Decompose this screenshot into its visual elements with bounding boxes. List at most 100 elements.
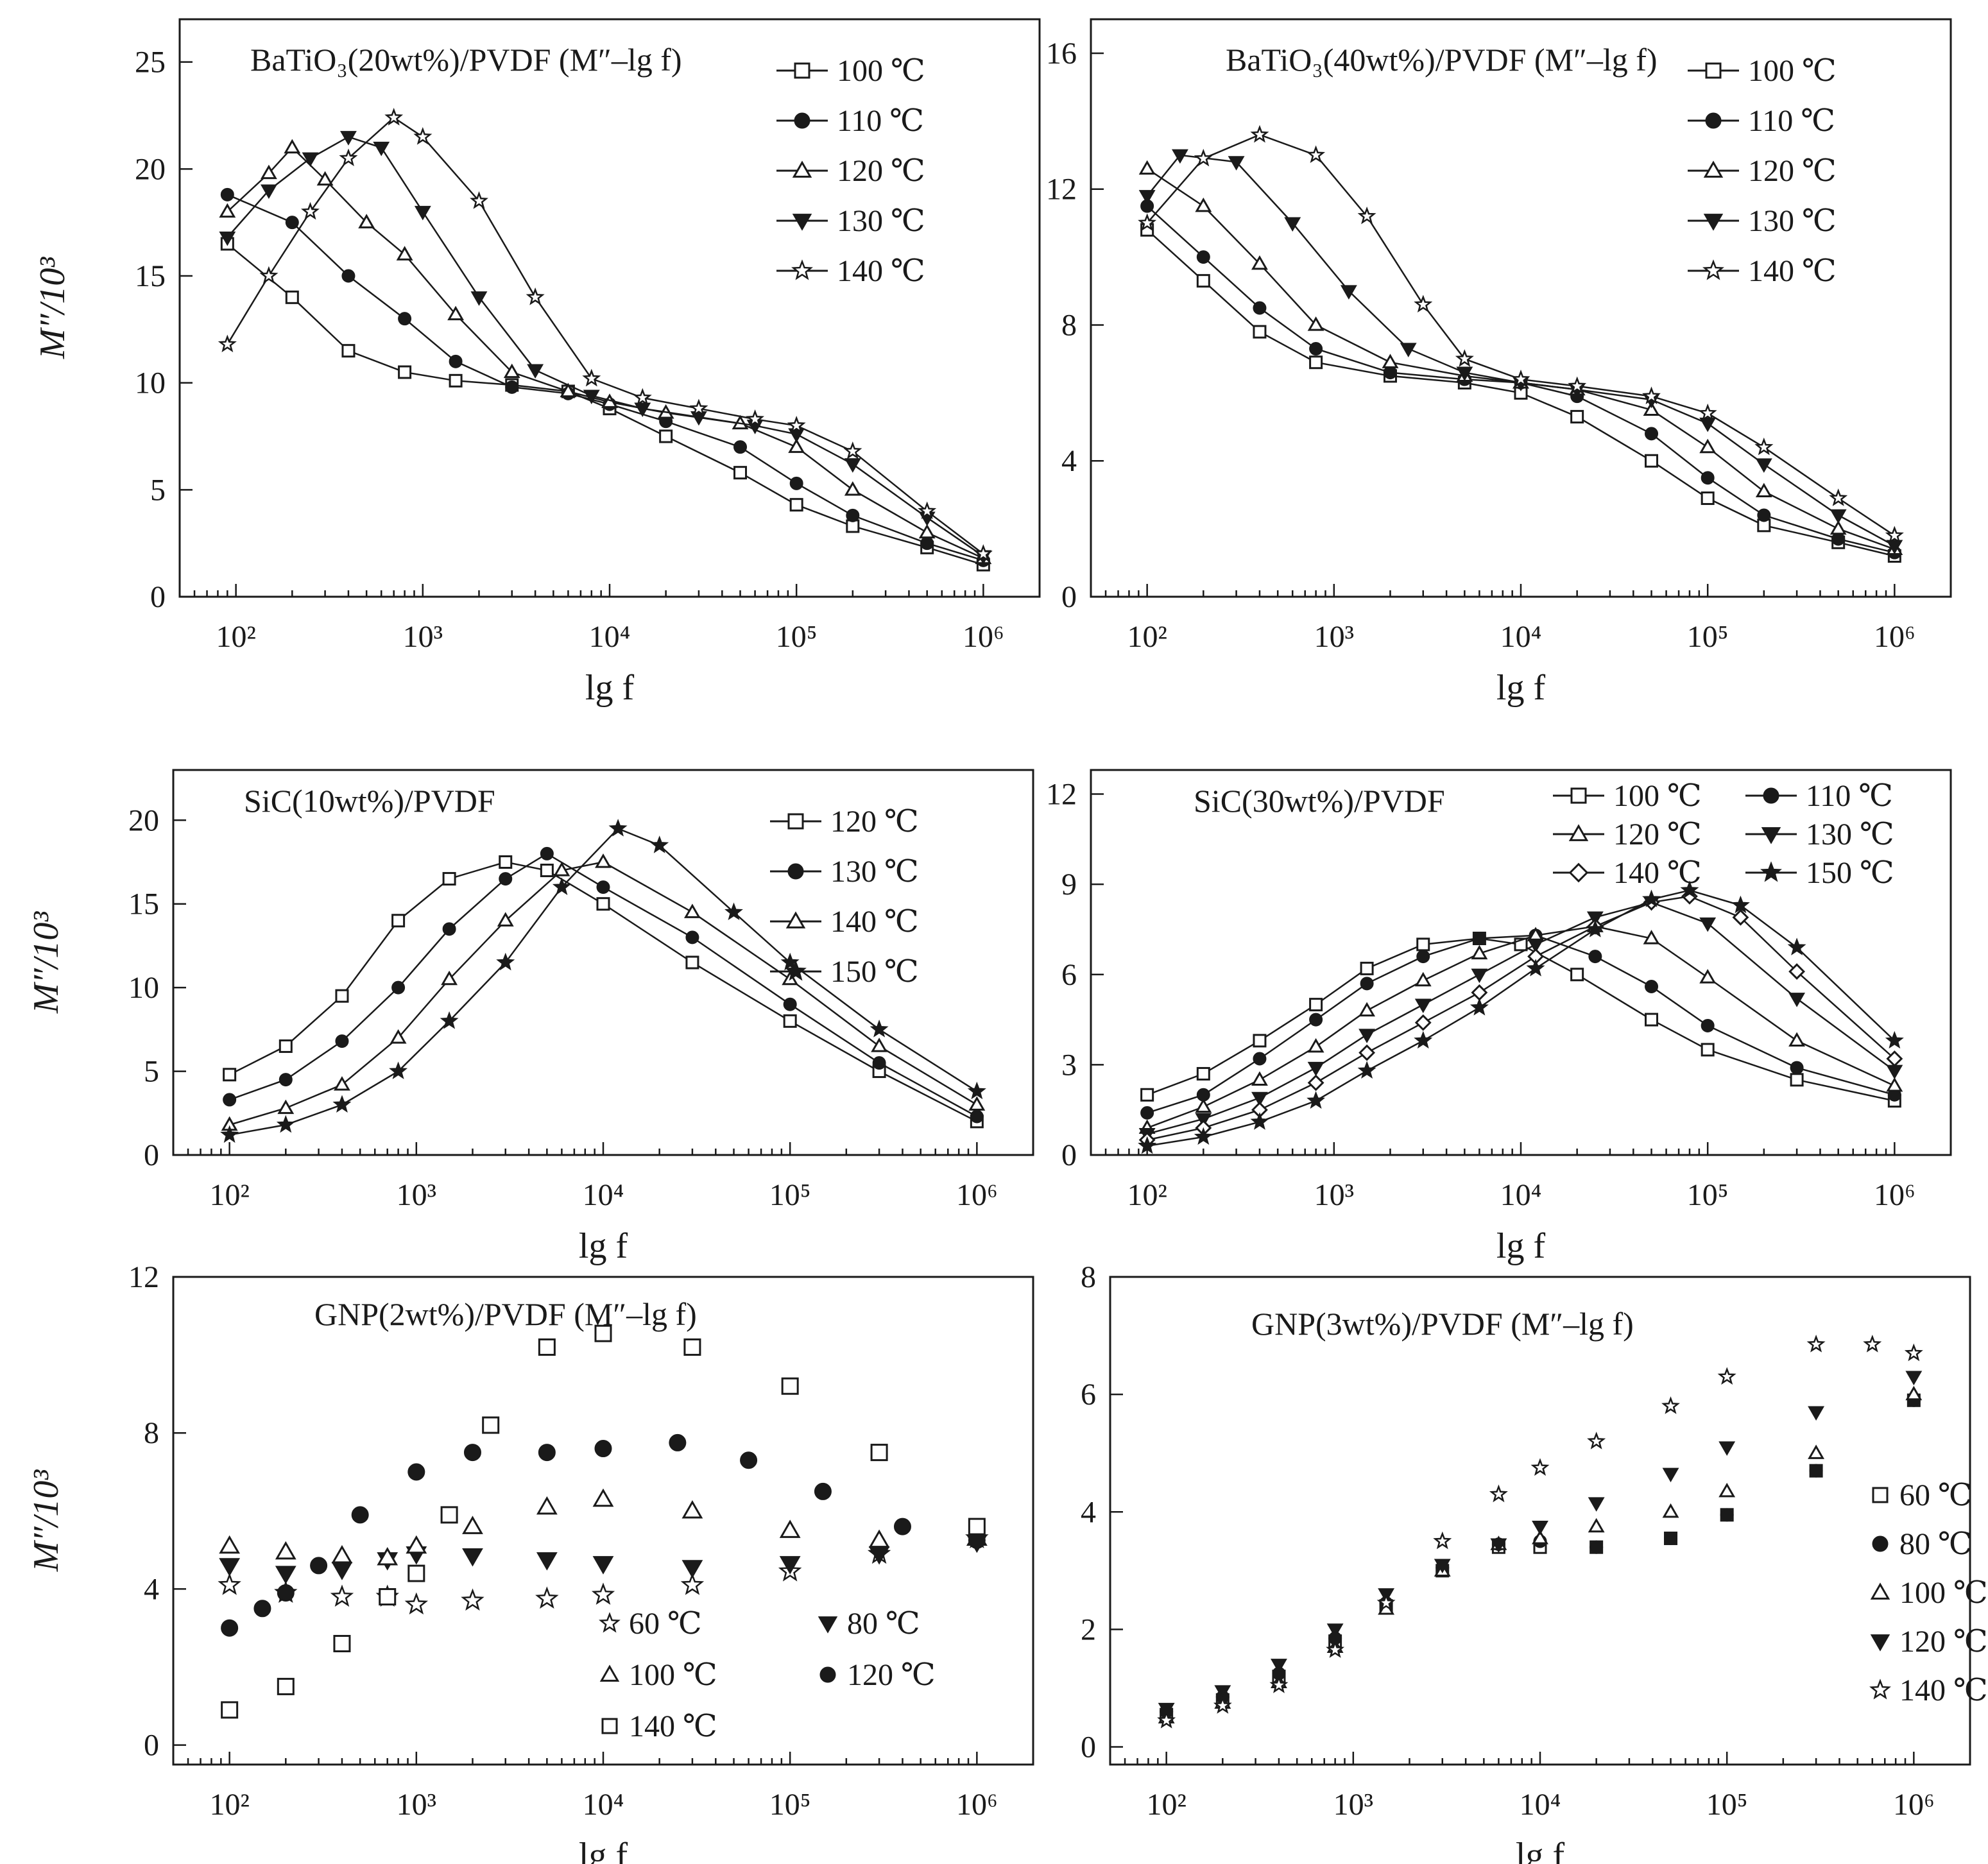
y-tick-label: 20 xyxy=(135,152,166,186)
x-tick-label: 10² xyxy=(209,1788,249,1822)
legend-entry: 120 ℃ xyxy=(1553,817,1702,851)
y-tick-label: 16 xyxy=(1046,37,1077,71)
data-point xyxy=(406,1535,427,1554)
data-point xyxy=(1196,250,1210,264)
data-point xyxy=(407,1463,425,1481)
legend: 100 ℃ 110 ℃ 120 ℃ 130 ℃ 140 ℃ 150 ℃ xyxy=(1553,779,1894,890)
legend-entry: 130 ℃ xyxy=(770,855,919,889)
data-point xyxy=(407,1564,425,1582)
data-point xyxy=(470,191,488,209)
data-point xyxy=(1701,491,1715,505)
data-point xyxy=(220,1125,239,1143)
legend-marker xyxy=(792,160,812,178)
series-140c xyxy=(1138,124,1904,544)
series-line xyxy=(1147,934,1895,1114)
data-point xyxy=(332,1095,352,1113)
data-point xyxy=(592,1556,614,1575)
legend-entry: 140 ℃ xyxy=(1688,254,1837,288)
y-axis-title: M″/10³ xyxy=(26,1469,66,1573)
data-point xyxy=(1358,1044,1376,1061)
data-point xyxy=(659,429,673,443)
data-point xyxy=(1698,403,1717,422)
data-point xyxy=(333,1635,351,1653)
data-point xyxy=(335,1034,349,1048)
legend-marker xyxy=(794,62,810,79)
data-point xyxy=(1414,295,1433,313)
data-point xyxy=(442,922,456,936)
legend-label: 130 ℃ xyxy=(1806,817,1894,851)
legend-entry: 60 ℃ xyxy=(1872,1478,1973,1512)
series-line xyxy=(229,852,977,1118)
panel-title: SiC(30wt%)/PVDF xyxy=(1194,783,1445,819)
panel-title: BaTiO₃(40wt%)/PVDF (M″–lg f) xyxy=(1226,42,1658,78)
data-point xyxy=(683,903,701,918)
series-line xyxy=(1146,154,1895,547)
legend-label: 140 ℃ xyxy=(837,254,925,288)
data-point xyxy=(285,216,299,230)
data-point xyxy=(331,1562,353,1580)
data-point xyxy=(414,205,431,221)
legend-label: 60 ℃ xyxy=(1899,1478,1973,1512)
data-point xyxy=(1829,520,1847,535)
y-axis: 0 2 4 6 8 xyxy=(1081,1260,1123,1765)
data-point xyxy=(920,536,934,551)
x-axis-title: lg f xyxy=(579,1226,628,1266)
series-line xyxy=(1147,895,1896,1141)
data-point xyxy=(302,152,319,167)
y-tick-label: 8 xyxy=(1061,308,1077,342)
x-tick-label: 10⁴ xyxy=(1500,1178,1542,1212)
data-point xyxy=(789,498,803,512)
data-point xyxy=(1251,1071,1268,1086)
y-tick-label: 12 xyxy=(128,1260,159,1294)
y-tick-label: 5 xyxy=(144,1055,159,1089)
data-point xyxy=(1157,1711,1176,1729)
data-point xyxy=(1829,509,1847,524)
data-point xyxy=(1195,1098,1212,1113)
data-point xyxy=(384,108,404,126)
data-point xyxy=(391,914,406,928)
x-tick-label: 10⁵ xyxy=(776,620,818,654)
data-point xyxy=(470,291,488,306)
legend-label: 140 ℃ xyxy=(629,1709,717,1743)
data-point xyxy=(634,402,651,418)
legend-label: 120 ℃ xyxy=(837,154,925,188)
data-point xyxy=(1645,427,1659,441)
y-tick-label: 3 xyxy=(1061,1048,1077,1082)
data-point xyxy=(685,955,699,970)
data-point xyxy=(1699,417,1717,432)
data-point xyxy=(278,1073,293,1087)
data-point xyxy=(1681,887,1698,905)
series-130c xyxy=(219,131,992,565)
series-150c xyxy=(220,819,986,1143)
legend-label: 140 ℃ xyxy=(1748,254,1837,288)
data-point xyxy=(779,1556,801,1575)
data-point xyxy=(1720,1508,1734,1522)
series-130c xyxy=(1138,149,1903,554)
legend-label: 150 ℃ xyxy=(1806,856,1894,890)
data-point xyxy=(789,476,803,490)
data-point xyxy=(1138,213,1157,231)
data-point xyxy=(592,1488,614,1507)
data-point xyxy=(1253,1034,1267,1048)
data-point xyxy=(1885,526,1904,544)
legend-label: 100 ℃ xyxy=(837,54,925,88)
data-point xyxy=(482,1416,500,1434)
data-point xyxy=(1416,937,1430,952)
data-point xyxy=(970,1109,984,1124)
x-tick-label: 10⁴ xyxy=(583,1178,624,1212)
x-tick-label: 10⁵ xyxy=(769,1178,811,1212)
y-tick-label: 10 xyxy=(135,366,166,400)
series-140c xyxy=(218,108,993,562)
data-point xyxy=(396,246,413,261)
data-point xyxy=(872,1056,886,1070)
data-point xyxy=(724,902,743,921)
series-140c xyxy=(221,1324,986,1719)
data-point xyxy=(1755,483,1772,498)
y-tick-label: 12 xyxy=(1046,173,1077,207)
data-point xyxy=(1718,1441,1736,1456)
data-point xyxy=(1489,1484,1508,1503)
data-point xyxy=(1699,917,1717,932)
legend-marker xyxy=(1705,112,1722,129)
y-tick-label: 6 xyxy=(1061,958,1077,992)
